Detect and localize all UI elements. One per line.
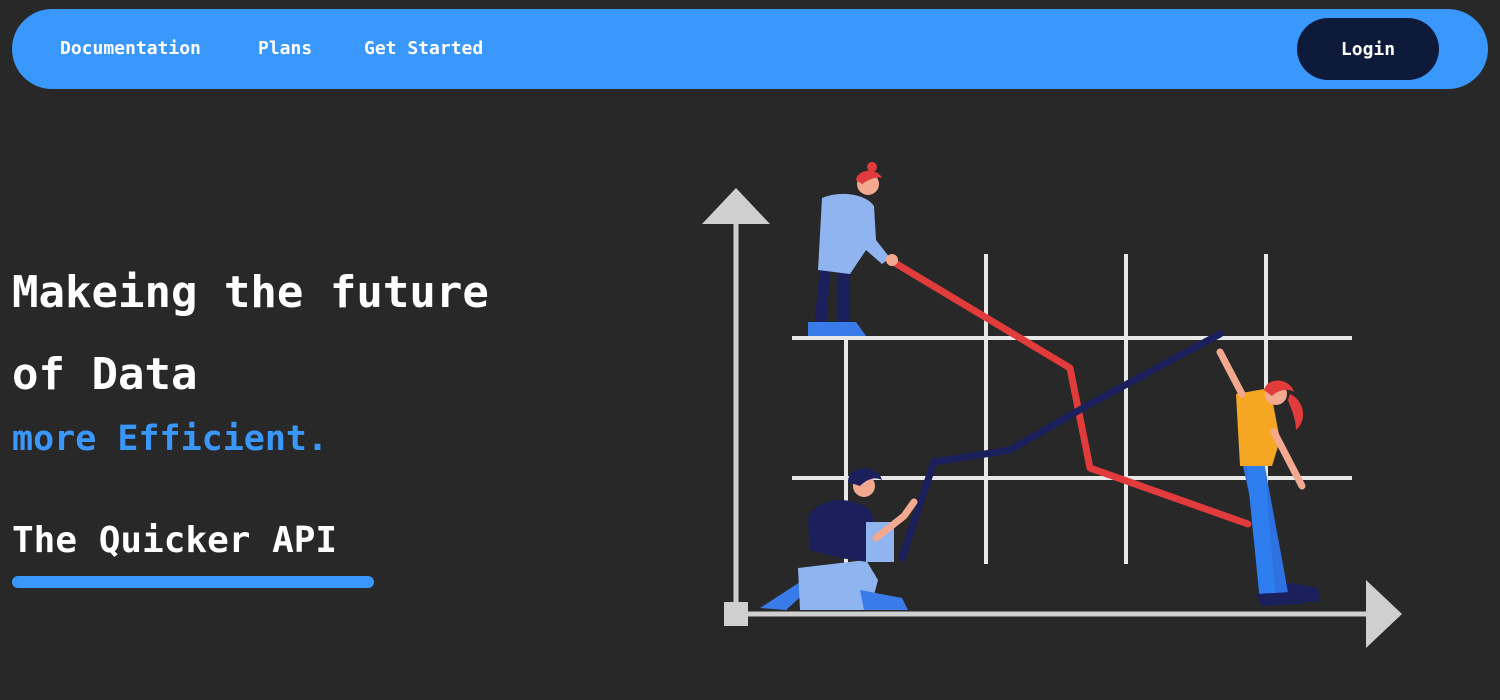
hero-title-line-2: of Data: [12, 349, 198, 400]
person-kneeling-bottom: [760, 468, 918, 610]
nav-link-documentation[interactable]: Documentation: [60, 38, 201, 59]
nav-link-get-started[interactable]: Get Started: [364, 38, 484, 59]
hero-title-line-1: Makeing the future: [12, 267, 489, 318]
chart-axes: [702, 188, 1402, 648]
red-trend-line: [886, 256, 1252, 528]
hero-title: Makeing the future of Data: [12, 252, 632, 416]
navy-trend-line: [898, 330, 1224, 562]
person-standing-top: [808, 162, 898, 336]
tagline-underline: [12, 576, 374, 588]
hero-tagline: The Quicker API: [12, 520, 338, 561]
nav-link-plans[interactable]: Plans: [258, 38, 313, 59]
login-button[interactable]: Login: [1297, 18, 1439, 80]
top-navbar: Documentation Plans Get Started Login: [12, 9, 1488, 89]
data-analysts-chart-illustration: [702, 162, 1402, 648]
person-pointing-right: [1216, 348, 1320, 606]
hero-accent-text: more Efficient.: [12, 419, 329, 459]
